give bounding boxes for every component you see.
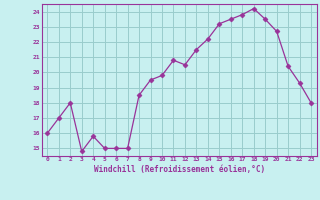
X-axis label: Windchill (Refroidissement éolien,°C): Windchill (Refroidissement éolien,°C) bbox=[94, 165, 265, 174]
